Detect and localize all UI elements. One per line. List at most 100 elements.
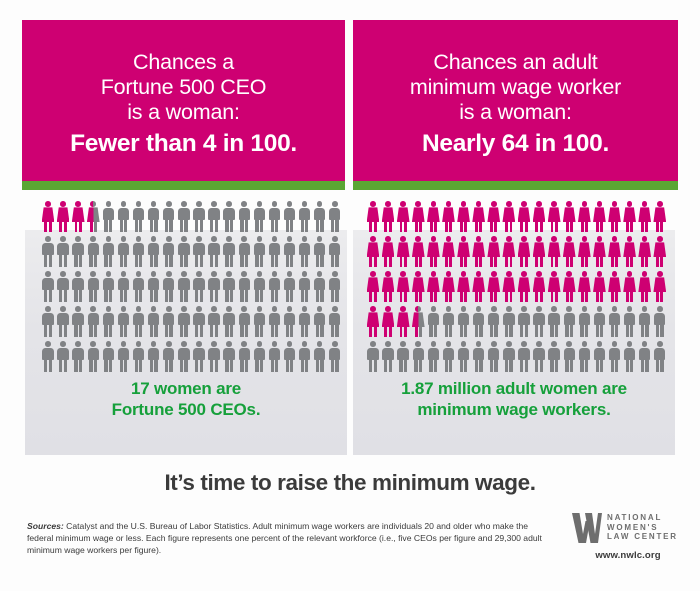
pictogram-figure-highlighted bbox=[411, 271, 425, 302]
pictogram-figure-base bbox=[547, 341, 561, 372]
pictogram-figure-base bbox=[487, 306, 501, 337]
pictogram-figure-base bbox=[283, 271, 297, 302]
pictogram-figure-base bbox=[162, 306, 176, 337]
pictogram-figure-highlighted bbox=[457, 201, 471, 232]
header-left-question-line2: Fortune 500 CEO bbox=[100, 74, 267, 99]
pictogram-figure-base bbox=[441, 341, 455, 372]
pictogram-figure-base bbox=[547, 306, 561, 337]
pictogram-row bbox=[366, 304, 668, 339]
pictogram-figure-base bbox=[222, 201, 236, 232]
pictogram-row bbox=[366, 269, 668, 304]
pictogram-figure-base bbox=[283, 341, 297, 372]
pictogram-figure-base bbox=[56, 341, 70, 372]
pictogram-figure-base bbox=[517, 306, 531, 337]
pictogram-figure-base bbox=[222, 236, 236, 267]
logo-line-1: NATIONAL bbox=[607, 513, 663, 522]
pictogram-figure-base bbox=[192, 201, 206, 232]
pictogram-figure-base bbox=[71, 271, 85, 302]
pictogram-figure-base bbox=[222, 306, 236, 337]
pictogram-figure-base bbox=[313, 271, 327, 302]
pictogram-figure-base bbox=[653, 341, 667, 372]
pictogram-figure-base bbox=[592, 306, 606, 337]
pictogram-figure-base bbox=[86, 341, 100, 372]
pictogram-row bbox=[366, 234, 668, 269]
pictogram-figure-highlighted bbox=[547, 236, 561, 267]
pictogram-figure-base bbox=[116, 306, 130, 337]
logo-wordmark: NATIONAL WOMEN'S LAW CENTER bbox=[607, 512, 678, 542]
caption-right-line1: 1.87 million adult women are bbox=[401, 379, 627, 398]
pictogram-figure-highlighted bbox=[517, 236, 531, 267]
sources-label: Sources: bbox=[27, 521, 64, 531]
pictogram-figure-base bbox=[132, 201, 146, 232]
pictogram-figure-highlighted bbox=[396, 201, 410, 232]
pictogram-figure-highlighted bbox=[457, 236, 471, 267]
green-accent-bar-right bbox=[353, 181, 678, 190]
pictogram-figure-base bbox=[56, 306, 70, 337]
header-left-content: Chances a Fortune 500 CEO is a woman: Fe… bbox=[36, 50, 331, 171]
pictogram-figure-base bbox=[623, 341, 637, 372]
pictogram-figure-highlighted bbox=[623, 201, 637, 232]
pictogram-figure-base bbox=[517, 341, 531, 372]
header-right-question-line1: Chances an adult bbox=[433, 49, 598, 74]
pictogram-grid-fortune-500-ceos bbox=[41, 199, 343, 374]
pictogram-figure-highlighted bbox=[472, 236, 486, 267]
nwlc-w-mark-icon bbox=[572, 513, 602, 543]
pictogram-figure-base bbox=[41, 341, 55, 372]
pictogram-figure-highlighted bbox=[577, 201, 591, 232]
pictogram-figure-base bbox=[237, 271, 251, 302]
pictogram-figure-base bbox=[267, 341, 281, 372]
pictogram-figure-highlighted bbox=[592, 236, 606, 267]
pictogram-figure-base bbox=[472, 341, 486, 372]
pictogram-figure-base bbox=[328, 271, 342, 302]
pictogram-figure-highlighted bbox=[532, 236, 546, 267]
pictogram-row bbox=[366, 339, 668, 374]
pictogram-figure-highlighted bbox=[426, 271, 440, 302]
pictogram-row bbox=[41, 339, 343, 374]
pictogram-row bbox=[41, 199, 343, 234]
pictogram-figure-base bbox=[396, 341, 410, 372]
pictogram-figure-base bbox=[653, 306, 667, 337]
logo-url[interactable]: www.nwlc.org bbox=[595, 550, 661, 561]
pictogram-figure-base bbox=[267, 201, 281, 232]
pictogram-figure-base bbox=[177, 201, 191, 232]
pictogram-figure-base bbox=[487, 341, 501, 372]
pictogram-backdrop-right bbox=[353, 230, 675, 455]
pictogram-figure-base bbox=[101, 236, 115, 267]
pictogram-figure-base bbox=[237, 236, 251, 267]
green-accent-bar-left bbox=[22, 181, 345, 190]
pictogram-figure-highlighted bbox=[653, 201, 667, 232]
pictogram-figure-highlighted bbox=[608, 236, 622, 267]
pictogram-figure-highlighted bbox=[381, 201, 395, 232]
header-right-answer: Nearly 64 in 100. bbox=[422, 129, 609, 157]
pictogram-figure-base bbox=[116, 341, 130, 372]
pictogram-figure-highlighted bbox=[86, 201, 100, 232]
pictogram-figure-highlighted bbox=[653, 271, 667, 302]
sources-note: Sources: Catalyst and the U.S. Bureau of… bbox=[27, 520, 547, 557]
pictogram-figure-highlighted bbox=[381, 306, 395, 337]
pictogram-figure-highlighted bbox=[411, 306, 425, 337]
pictogram-figure-base bbox=[426, 306, 440, 337]
pictogram-figure-highlighted bbox=[472, 271, 486, 302]
pictogram-figure-highlighted bbox=[562, 271, 576, 302]
pictogram-figure-highlighted bbox=[592, 201, 606, 232]
pictogram-figure-highlighted bbox=[547, 271, 561, 302]
pictogram-figure-highlighted bbox=[366, 306, 380, 337]
caption-left-line1: 17 women are bbox=[130, 379, 242, 398]
pictogram-figure-base bbox=[298, 341, 312, 372]
pictogram-figure-base bbox=[366, 341, 380, 372]
header-right-question-line3: is a woman: bbox=[459, 99, 572, 124]
pictogram-figure-highlighted bbox=[396, 306, 410, 337]
pictogram-figure-highlighted bbox=[562, 236, 576, 267]
nwlc-logo[interactable]: NATIONAL WOMEN'S LAW CENTER www.nwlc.org bbox=[572, 512, 684, 561]
pictogram-figure-base bbox=[283, 201, 297, 232]
pictogram-figure-base bbox=[41, 271, 55, 302]
pictogram-figure-base bbox=[328, 306, 342, 337]
pictogram-figure-base bbox=[147, 271, 161, 302]
pictogram-figure-highlighted bbox=[653, 236, 667, 267]
caption-left-line2: Fortune 500 CEOs. bbox=[111, 400, 261, 419]
pictogram-figure-highlighted bbox=[608, 201, 622, 232]
pictogram-figure-base bbox=[162, 236, 176, 267]
pictogram-figure-highlighted bbox=[562, 201, 576, 232]
caption-right: 1.87 million adult women are minimum wag… bbox=[353, 378, 675, 420]
